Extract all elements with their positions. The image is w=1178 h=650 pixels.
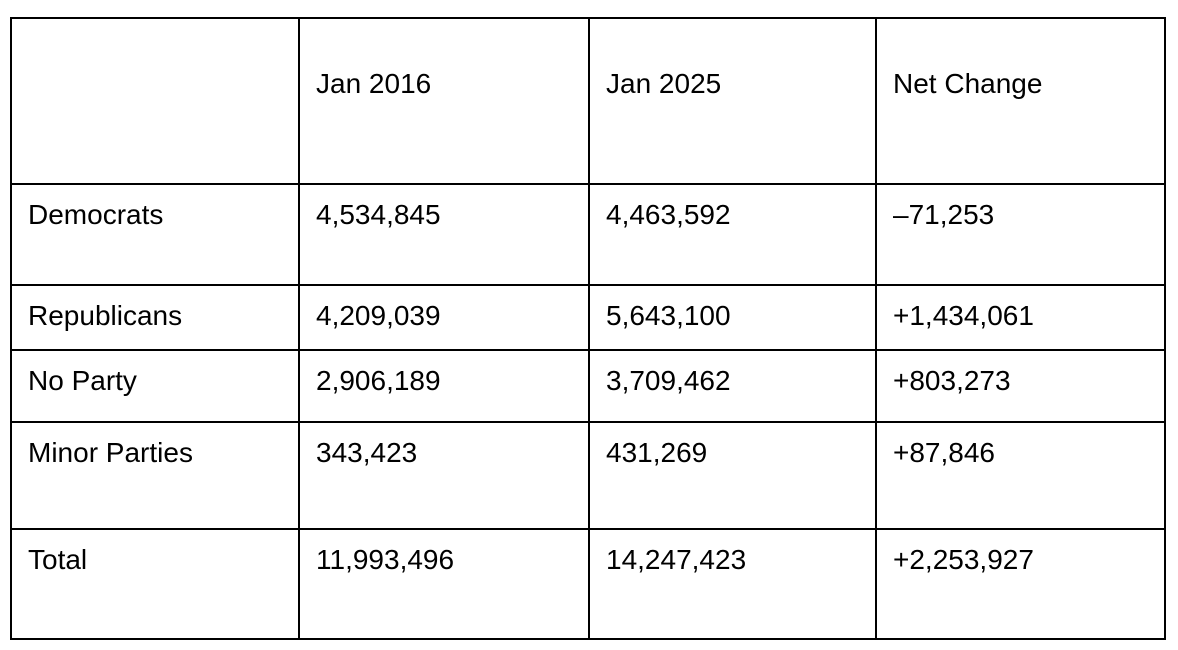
row-label-no-party: No Party (10, 349, 300, 423)
row-label-democrats: Democrats (10, 183, 300, 286)
cell-minor-parties-jan2025: 431,269 (588, 421, 877, 530)
row-label-total: Total (10, 528, 300, 640)
cell-minor-parties-net-change: +87,846 (875, 421, 1166, 530)
cell-republicans-net-change: +1,434,061 (875, 284, 1166, 351)
cell-no-party-jan2025: 3,709,462 (588, 349, 877, 423)
row-label-republicans: Republicans (10, 284, 300, 351)
header-cell-jan-2025: Jan 2025 (588, 17, 877, 185)
table-row-minor-parties: Minor Parties 343,423 431,269 +87,846 (10, 421, 1166, 530)
cell-no-party-jan2016: 2,906,189 (298, 349, 590, 423)
cell-total-jan2025: 14,247,423 (588, 528, 877, 640)
cell-minor-parties-jan2016: 343,423 (298, 421, 590, 530)
cell-republicans-jan2025: 5,643,100 (588, 284, 877, 351)
table-row-no-party: No Party 2,906,189 3,709,462 +803,273 (10, 349, 1166, 423)
cell-democrats-net-change: –71,253 (875, 183, 1166, 286)
header-row: Jan 2016 Jan 2025 Net Change (10, 17, 1166, 185)
cell-democrats-jan2016: 4,534,845 (298, 183, 590, 286)
cell-republicans-jan2016: 4,209,039 (298, 284, 590, 351)
table-row-total: Total 11,993,496 14,247,423 +2,253,927 (10, 528, 1166, 640)
header-cell-row-label (10, 17, 300, 185)
voter-registration-table: Jan 2016 Jan 2025 Net Change Democrats 4… (10, 17, 1166, 640)
header-cell-jan-2016: Jan 2016 (298, 17, 590, 185)
cell-total-net-change: +2,253,927 (875, 528, 1166, 640)
cell-no-party-net-change: +803,273 (875, 349, 1166, 423)
header-cell-net-change: Net Change (875, 17, 1166, 185)
table-row-republicans: Republicans 4,209,039 5,643,100 +1,434,0… (10, 284, 1166, 351)
row-label-minor-parties: Minor Parties (10, 421, 300, 530)
cell-total-jan2016: 11,993,496 (298, 528, 590, 640)
cell-democrats-jan2025: 4,463,592 (588, 183, 877, 286)
table-row-democrats: Democrats 4,534,845 4,463,592 –71,253 (10, 183, 1166, 286)
